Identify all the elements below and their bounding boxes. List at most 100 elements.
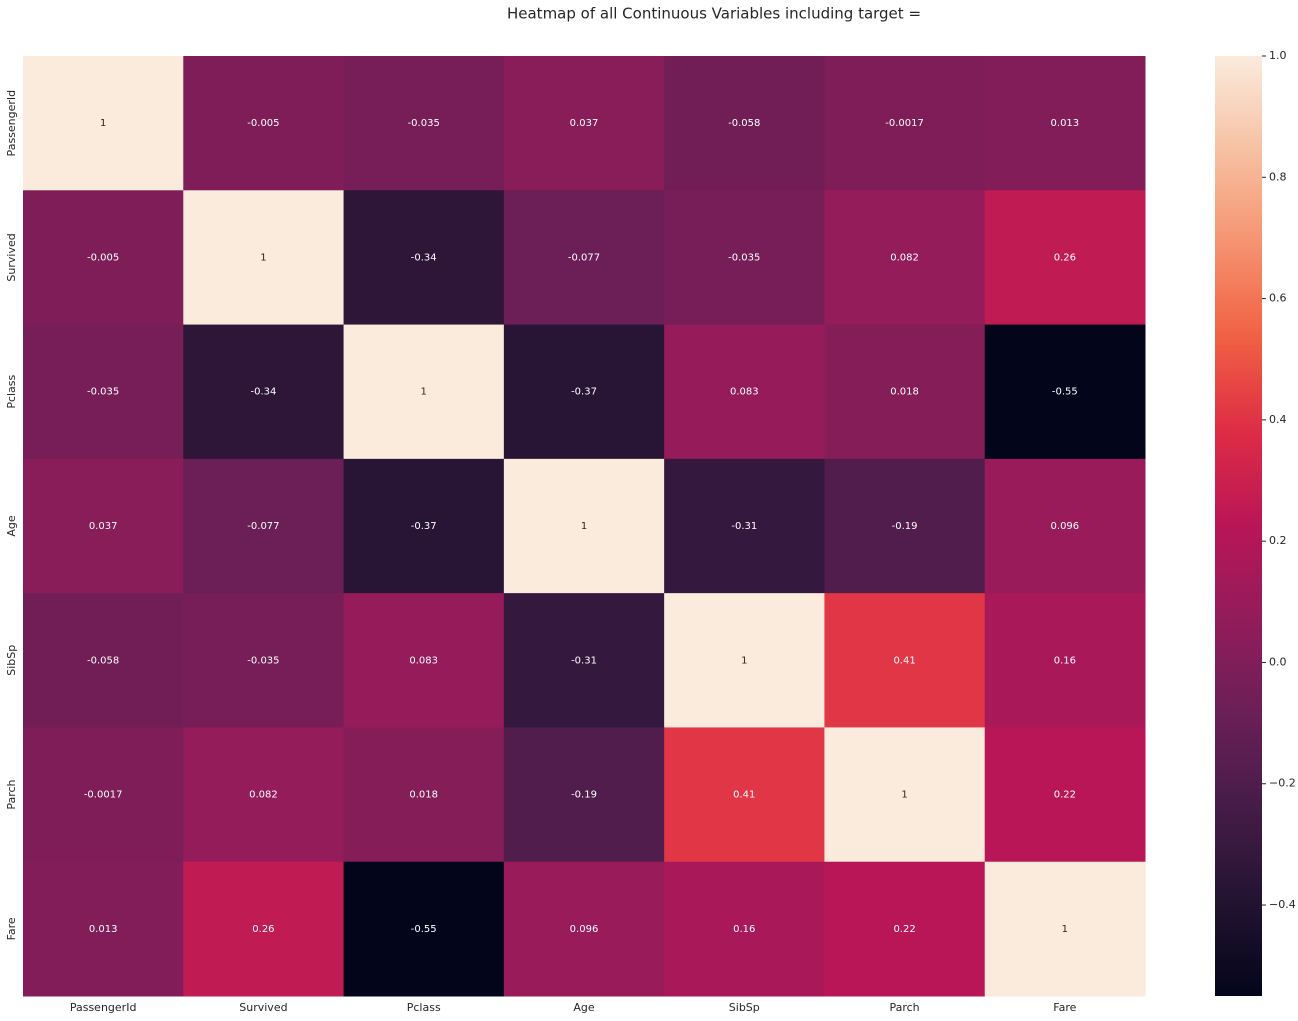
heatmap-cell — [23, 593, 184, 728]
y-tick-label: Pclass — [5, 374, 18, 408]
cell-label: 1 — [1062, 924, 1068, 935]
cell-label: -0.55 — [411, 924, 437, 935]
heatmap-cell — [343, 190, 505, 326]
heatmap-cell — [664, 324, 825, 460]
cell-label: 0.018 — [409, 790, 438, 801]
heatmap-cell — [503, 727, 665, 863]
cell-label: 0.41 — [733, 790, 755, 801]
cell-label: 1 — [260, 252, 266, 263]
colorbar — [1215, 56, 1262, 996]
cell-label: 0.096 — [570, 924, 599, 935]
colorbar-tick-label: 1.0 — [1269, 49, 1287, 62]
cell-label: -0.19 — [892, 521, 918, 532]
heatmap-cell — [503, 190, 665, 326]
heatmap-cell — [23, 324, 184, 460]
cell-label: 1 — [581, 521, 587, 532]
colorbar-tick-label: 0.8 — [1269, 170, 1287, 183]
heatmap-cell — [343, 593, 505, 728]
heatmap-cell — [503, 56, 665, 191]
heatmap-cell — [984, 593, 1146, 728]
heatmap-cell — [824, 190, 986, 326]
heatmap-cell — [664, 56, 825, 191]
heatmap-cell — [183, 458, 345, 594]
cell-label: 1 — [741, 655, 747, 666]
cell-label: -0.005 — [87, 252, 119, 263]
heatmap-cell — [984, 324, 1146, 460]
cell-label: 0.22 — [1054, 790, 1076, 801]
y-tick-label: Survived — [5, 233, 18, 281]
heatmap-cell — [984, 727, 1146, 863]
cell-label: 0.013 — [1051, 118, 1080, 129]
cell-label: 0.096 — [1051, 521, 1080, 532]
colorbar-tick-label: 0.6 — [1269, 292, 1287, 305]
cell-label: -0.035 — [87, 387, 119, 398]
cell-label: 1 — [100, 118, 106, 129]
cell-label: -0.035 — [247, 655, 279, 666]
cell-label: -0.19 — [571, 790, 597, 801]
cell-label: -0.005 — [247, 118, 279, 129]
heatmap-cell — [183, 56, 345, 191]
cell-label: 1 — [901, 790, 907, 801]
heatmap-cell — [23, 727, 184, 863]
heatmap-cell — [343, 727, 505, 863]
heatmap-cell — [343, 324, 505, 460]
heatmap-cell — [23, 190, 184, 326]
x-tick-label: PassengerId — [70, 1001, 137, 1014]
cell-label: 0.082 — [249, 790, 278, 801]
cell-label: -0.0017 — [885, 118, 924, 129]
cell-label: 0.082 — [890, 252, 919, 263]
colorbar-tick-label: −0.2 — [1269, 777, 1296, 790]
heatmap-cell — [503, 593, 665, 728]
heatmap-cell — [984, 861, 1146, 997]
cell-label: -0.31 — [571, 655, 597, 666]
cell-label: 0.22 — [893, 924, 915, 935]
heatmap-cell — [503, 324, 665, 460]
x-tick-label: SibSp — [729, 1001, 760, 1014]
x-tick-label: Parch — [889, 1001, 919, 1014]
heatmap-cell — [824, 458, 986, 594]
cell-label: 0.083 — [409, 655, 438, 666]
cell-label: 0.16 — [733, 924, 755, 935]
heatmap-cell — [183, 190, 345, 326]
cell-label: -0.34 — [250, 387, 276, 398]
heatmap-cell — [824, 861, 986, 997]
cell-label: 0.018 — [890, 387, 919, 398]
heatmap-cell — [664, 190, 825, 326]
heatmap-cell — [343, 861, 505, 997]
cell-label: 0.037 — [570, 118, 599, 129]
cell-label: 0.013 — [89, 924, 118, 935]
heatmap-cell — [824, 324, 986, 460]
y-tick-label: Fare — [5, 917, 18, 940]
heatmap-cell — [23, 458, 184, 594]
heatmap-cell — [183, 593, 345, 728]
heatmap-cell — [23, 56, 184, 191]
cell-label: 0.037 — [89, 521, 118, 532]
chart-title: Heatmap of all Continuous Variables incl… — [507, 5, 921, 23]
heatmap-cell — [23, 861, 184, 997]
cell-label: -0.0017 — [84, 790, 123, 801]
cell-label: -0.37 — [571, 387, 597, 398]
x-tick-label: Age — [573, 1001, 595, 1014]
cell-label: 0.16 — [1054, 655, 1076, 666]
heatmap-cell — [183, 727, 345, 863]
y-tick-label: SibSp — [5, 645, 18, 676]
colorbar-tick-label: 0.2 — [1269, 534, 1287, 547]
cell-label: -0.31 — [731, 521, 757, 532]
x-tick-label: Survived — [239, 1001, 287, 1014]
cell-label: -0.035 — [728, 252, 760, 263]
colorbar-tick-label: 0.0 — [1269, 655, 1287, 668]
heatmap-cell — [343, 458, 505, 594]
heatmap-cell — [664, 593, 825, 728]
colorbar-tick-label: 0.4 — [1269, 413, 1287, 426]
cell-label: -0.035 — [408, 118, 440, 129]
cell-label: 0.083 — [730, 387, 759, 398]
heatmap-cell — [984, 458, 1146, 594]
heatmap-cell — [824, 593, 986, 728]
cell-label: -0.37 — [411, 521, 437, 532]
heatmap-cell — [984, 190, 1146, 326]
colorbar-tick-label: −0.4 — [1269, 898, 1296, 911]
heatmap-cell — [664, 727, 825, 863]
y-tick-label: PassengerId — [5, 90, 18, 157]
cell-label: -0.077 — [568, 252, 600, 263]
